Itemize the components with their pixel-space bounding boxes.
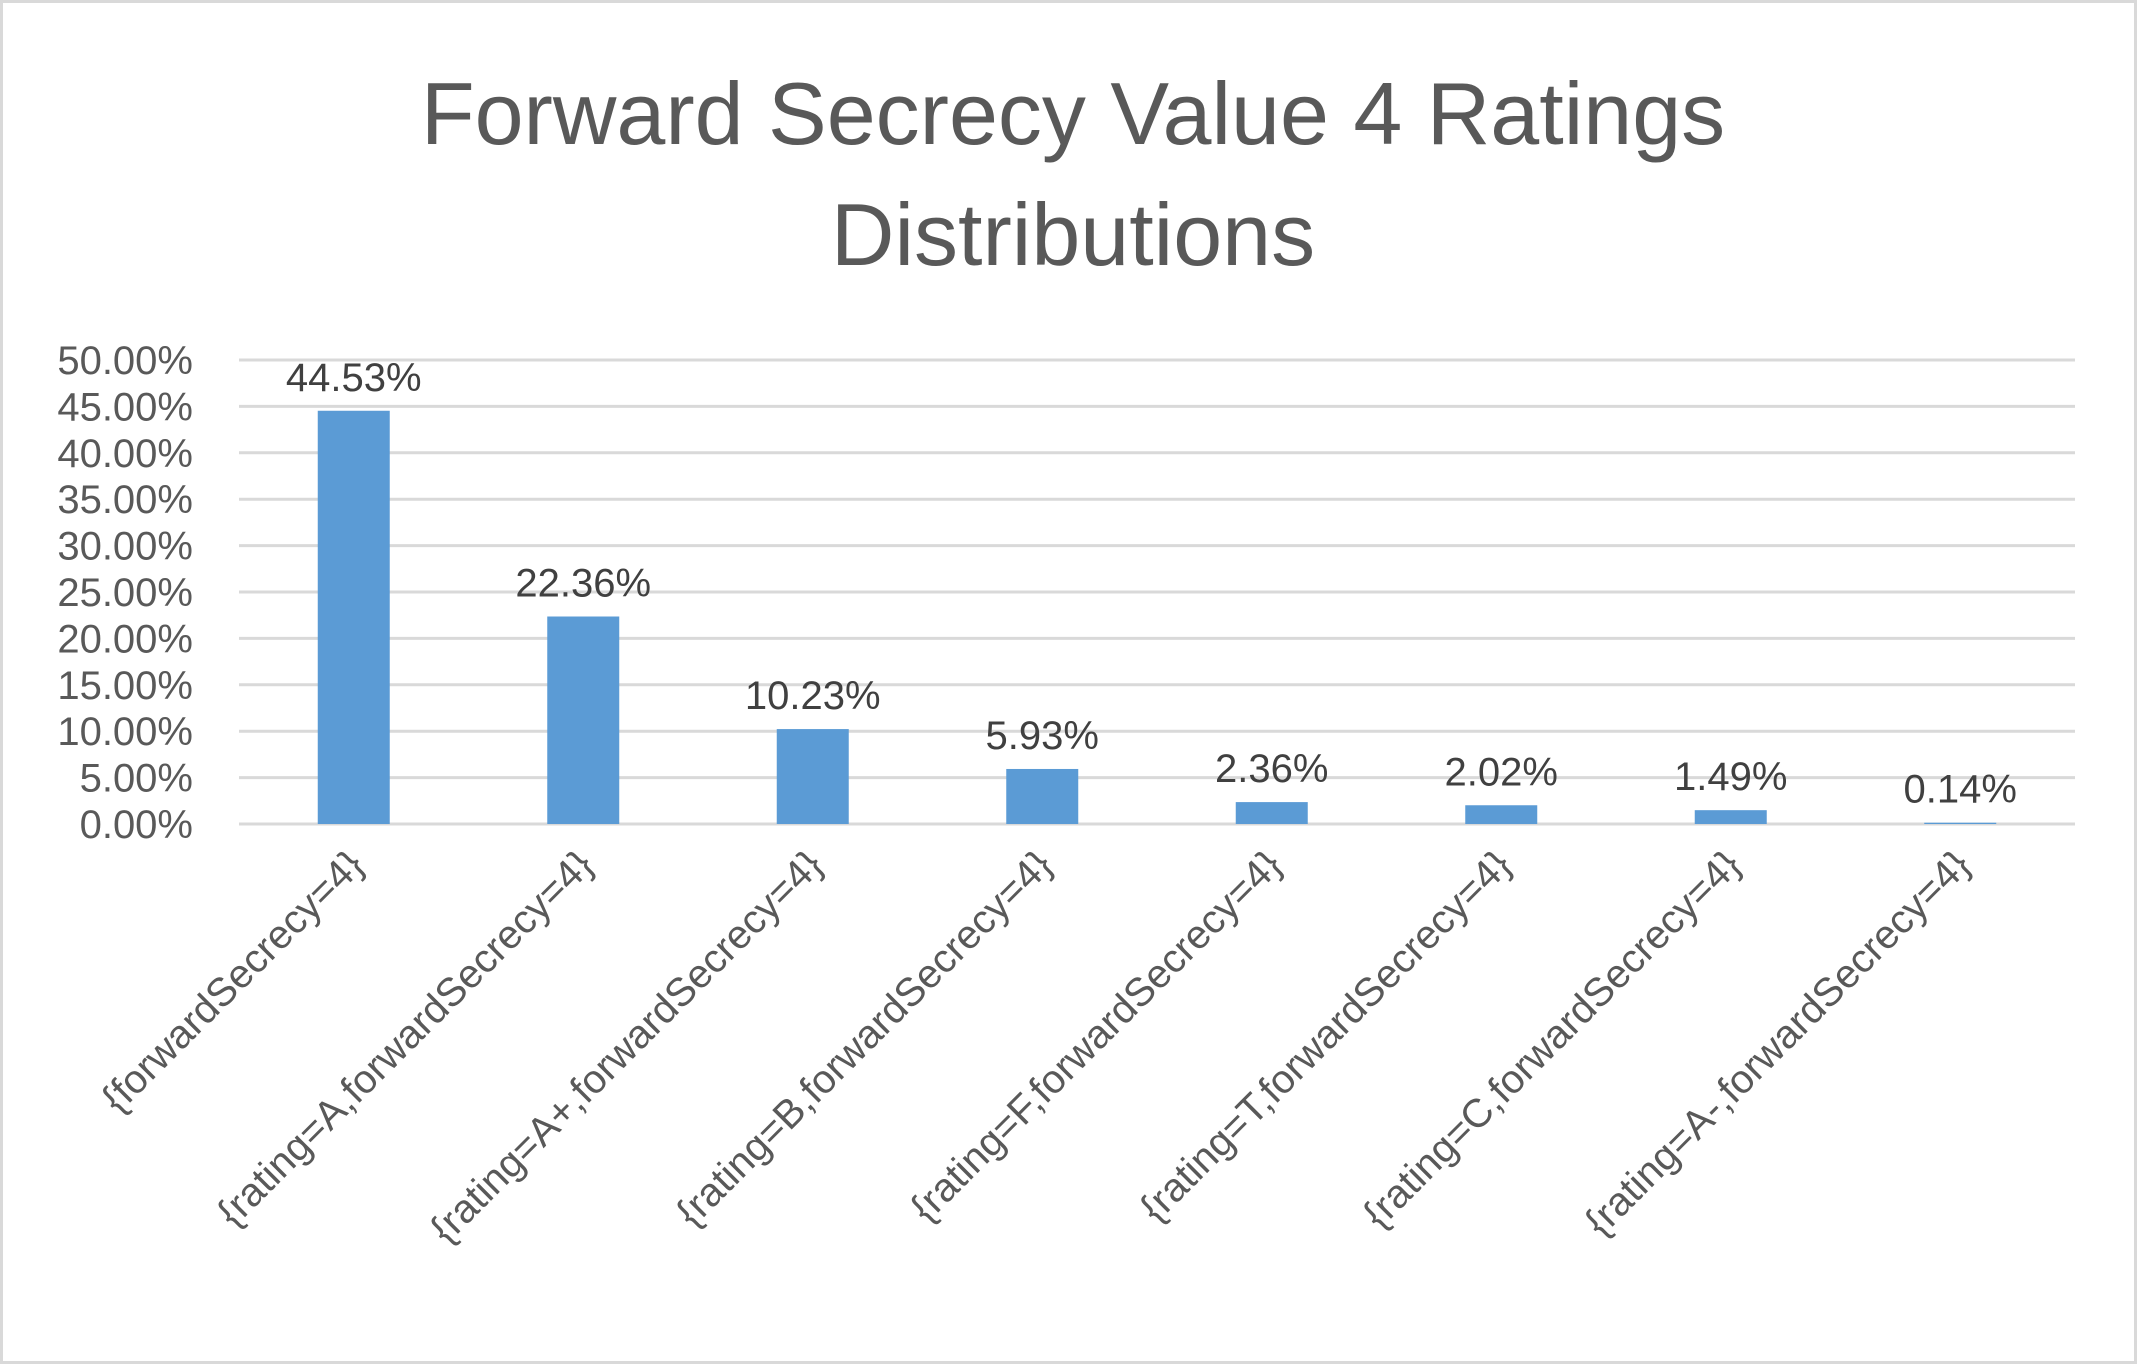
y-tick-label-6: 30.00% [57,525,193,569]
y-tick-label-7: 35.00% [57,478,193,522]
bars [317,410,1997,824]
category-label-3: {rating=B,forwardSecrecy=4} [668,842,1061,1235]
data-label-0: 44.53% [286,356,422,400]
bar-3 [1006,768,1079,824]
category-label-5: {rating=T,forwardSecrecy=4} [1132,842,1520,1230]
data-label-3: 5.93% [986,714,1099,758]
category-label-1: {rating=A,forwardSecrecy=4} [209,842,602,1235]
data-labels: 44.53% 22.36% 10.23% 5.93% 2.36% 2.02% 1.49% 0.… [286,356,2017,812]
data-label-4: 2.36% [1215,747,1328,791]
bar-2 [776,729,849,824]
category-label-6: {rating=C,forwardSecrecy=4} [1355,842,1749,1236]
bar-5 [1465,805,1538,824]
y-axis-tick-labels: 0.00%5.00%10.00%15.00%20.00%25.00%30.00%… [57,339,193,847]
y-tick-label-4: 20.00% [57,617,193,661]
category-label-4: {rating=F,forwardSecrecy=4} [902,842,1290,1230]
data-label-1: 22.36% [515,561,651,605]
y-tick-label-9: 45.00% [57,385,193,429]
chart-title-line-2: Distributions [831,185,1315,284]
category-label-0: {forwardSecrecy=4} [93,842,372,1121]
data-label-5: 2.02% [1445,750,1558,794]
y-tick-label-5: 25.00% [57,571,193,615]
y-tick-label-8: 40.00% [57,432,193,476]
y-tick-label-3: 15.00% [57,664,193,708]
data-label-2: 10.23% [745,674,881,718]
bar-0 [317,410,390,824]
y-tick-label-0: 0.00% [80,803,193,847]
bar-1 [547,616,620,824]
data-label-7: 0.14% [1904,768,2017,812]
bar-7 [1924,822,1997,824]
category-label-7: {rating=A-,forwardSecrecy=4} [1576,842,1978,1244]
bar-6 [1694,810,1767,824]
y-tick-label-1: 5.00% [80,757,193,801]
bar-4 [1235,802,1308,824]
data-label-6: 1.49% [1674,755,1787,799]
gridlines [239,358,2075,826]
y-tick-label-10: 50.00% [57,339,193,383]
x-axis-category-labels: {forwardSecrecy=4}{rating=A,forwardSecre… [93,842,1978,1251]
y-tick-label-2: 10.00% [57,710,193,754]
bar-chart: Forward Secrecy Value 4 Ratings Distribu… [57,64,2075,1252]
category-label-2: {rating=A+,forwardSecrecy=4} [422,842,831,1251]
chart-title-line-1: Forward Secrecy Value 4 Ratings [421,64,1725,163]
